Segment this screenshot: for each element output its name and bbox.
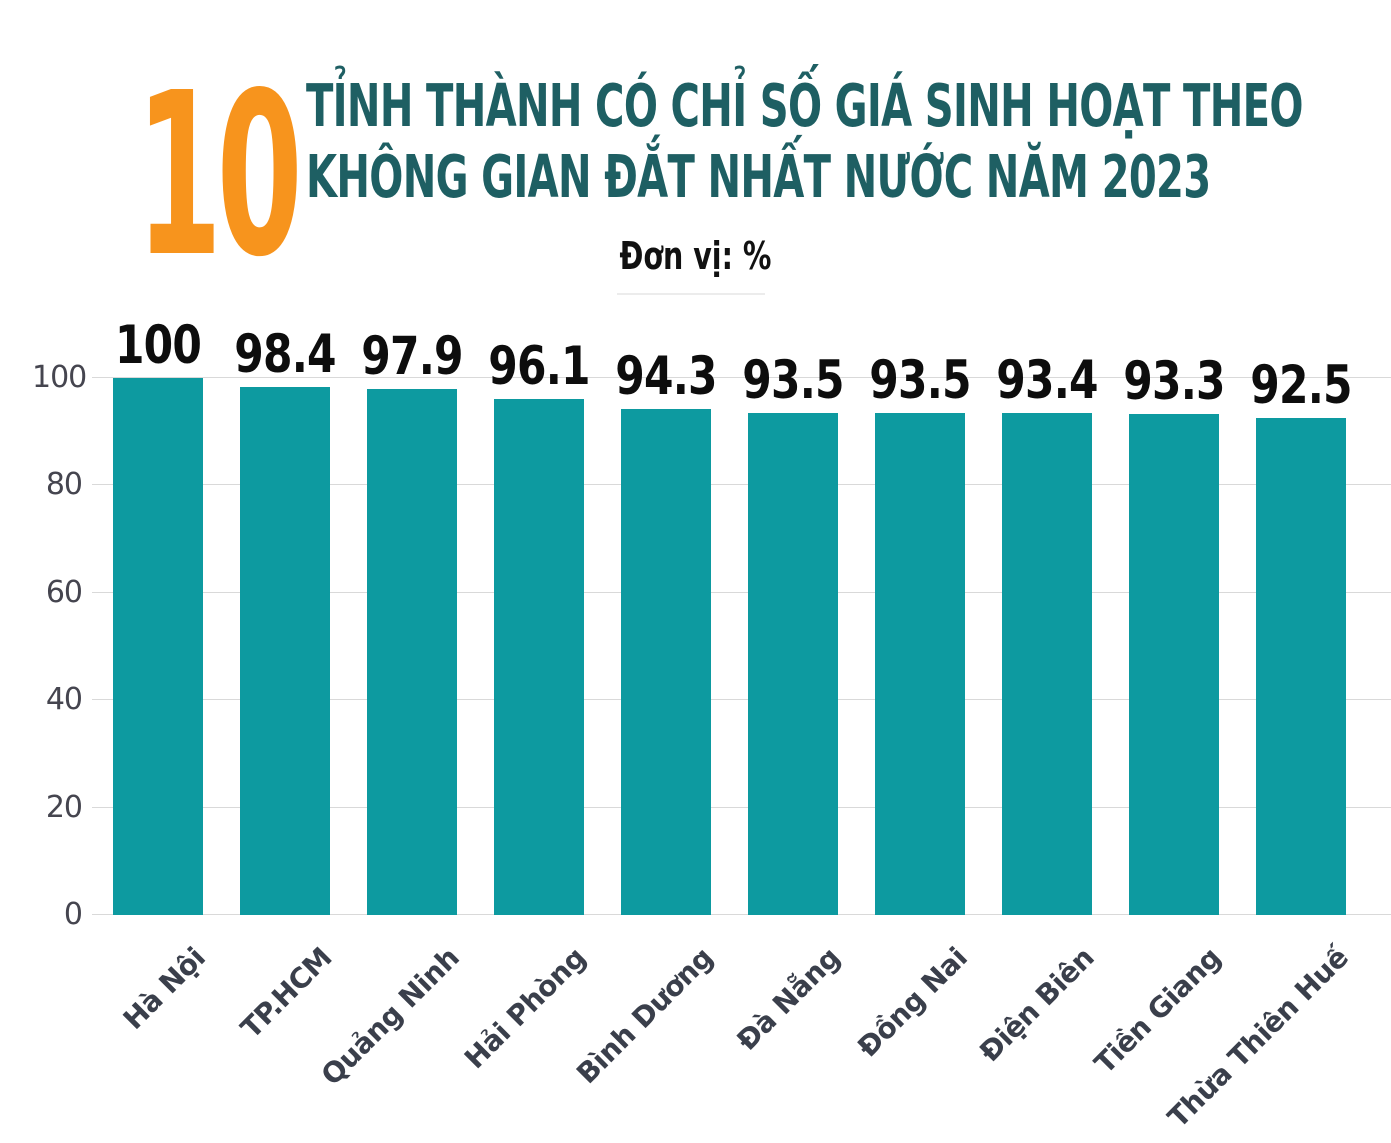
bar (1129, 413, 1219, 915)
bar-value-label: 93.4 (996, 350, 1098, 412)
x-axis-category-label: Điện Biên (972, 941, 1101, 1069)
page-title: TỈNH THÀNH CÓ CHỈ SỐ GIÁ SINH HOẠT THEO … (306, 70, 1303, 212)
x-axis-category-label: Đồng Nai (850, 941, 974, 1064)
x-axis-category-label: Hà Nội (116, 941, 212, 1036)
bar (621, 408, 711, 915)
gridline (92, 699, 1391, 701)
bar-value-label: 97.9 (361, 326, 463, 388)
gridline (92, 806, 1391, 808)
bar (240, 386, 330, 915)
y-axis-tick-label: 20 (45, 789, 83, 825)
bar (748, 412, 838, 915)
bar (494, 398, 584, 915)
y-axis-tick-label: 100 (32, 360, 87, 395)
y-axis-tick-label: 60 (45, 574, 83, 610)
subtitle-divider (617, 293, 765, 295)
bar-value-label: 94.3 (615, 345, 717, 407)
bar (1256, 418, 1346, 915)
headline-number: 10 (136, 45, 303, 307)
title-line-1: TỈNH THÀNH CÓ CHỈ SỐ GIÁ SINH HOẠT THEO (306, 71, 1303, 140)
y-axis-tick-label: 0 (63, 897, 83, 932)
unit-label: Đơn vị: % (619, 234, 772, 278)
bar (367, 389, 457, 915)
gridline (92, 591, 1391, 593)
bar-value-label: 96.1 (488, 335, 590, 397)
bar-value-label: 93.3 (1123, 350, 1225, 412)
bar (113, 378, 203, 915)
y-axis-tick-label: 80 (45, 467, 83, 503)
gridline (92, 914, 1391, 915)
bar (875, 412, 965, 915)
bar-value-label: 92.5 (1250, 355, 1352, 417)
gridline (92, 484, 1391, 486)
x-axis-category-label: TP.HCM (234, 941, 339, 1045)
gridline (92, 377, 1391, 378)
bar-chart-plot-area: 0 20 40 60 80 100 100 Hà Nội 98.4 TP.HCM 97.9 Quảng… (32, 319, 1391, 1134)
y-axis-tick-label: 40 (45, 682, 83, 718)
x-axis-category-label: Tiền Giang (1088, 941, 1228, 1081)
bar-value-label: 93.5 (869, 349, 971, 411)
bar-value-label: 100 (114, 315, 202, 376)
x-axis-category-label: Đà Nẵng (730, 941, 847, 1057)
bar-value-label: 93.5 (742, 349, 844, 411)
x-axis-category-label: Hải Phòng (458, 941, 593, 1076)
bar-value-label: 98.4 (234, 323, 336, 385)
bar (1002, 413, 1092, 915)
x-axis-category-label: Bình Dương (570, 941, 720, 1091)
title-line-2: KHÔNG GIAN ĐẮT NHẤT NƯỚC NĂM 2023 (306, 142, 1211, 211)
